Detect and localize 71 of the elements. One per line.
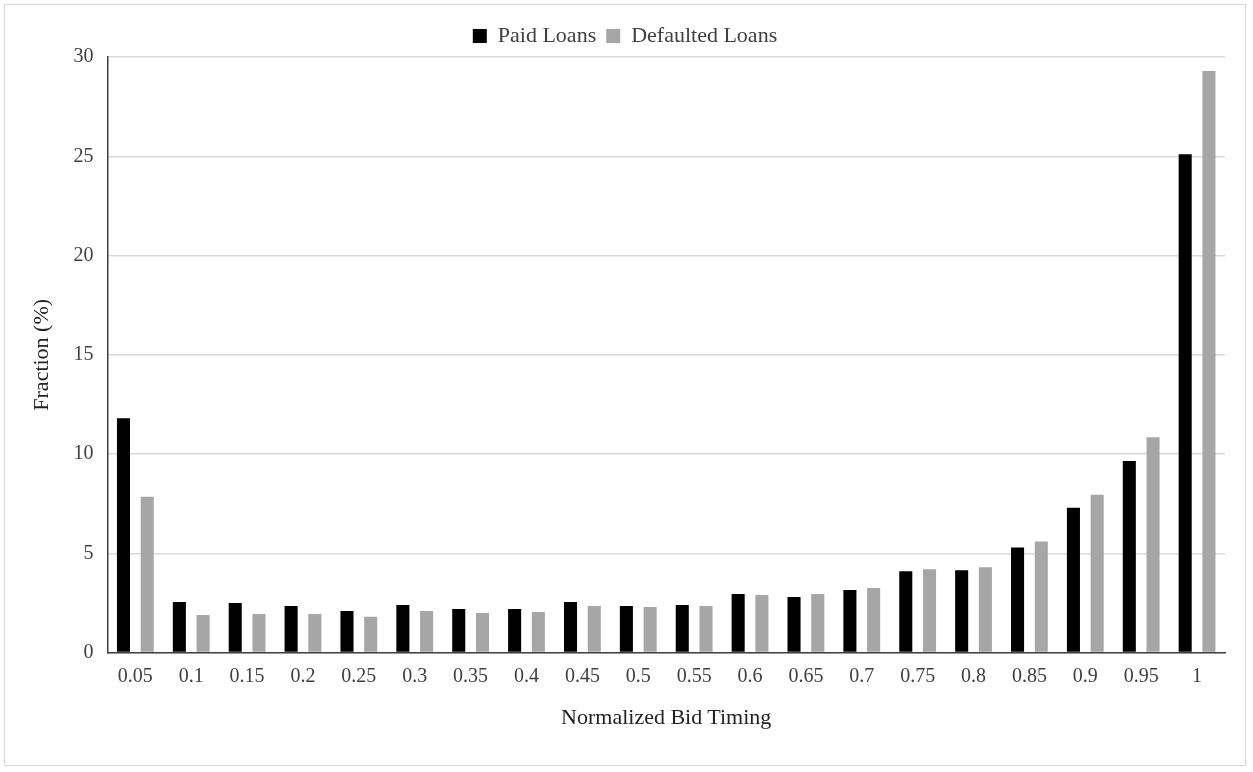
x-tick-label: 0.35 <box>453 663 489 686</box>
x-tick-label: 0.8 <box>961 663 987 686</box>
bar <box>420 610 434 652</box>
bar <box>643 606 657 652</box>
bar <box>252 613 266 652</box>
x-tick-label: 0.5 <box>625 663 651 686</box>
x-tick-label: 0.4 <box>514 663 539 686</box>
x-tick-label: 0.15 <box>229 663 265 686</box>
bar <box>1066 507 1080 652</box>
x-tick-label: 0.95 <box>1123 663 1159 686</box>
x-tick-label: 0.55 <box>676 663 712 686</box>
bar <box>1011 547 1025 652</box>
bar <box>1146 437 1160 652</box>
bar <box>116 418 130 652</box>
x-tick-label: 0.6 <box>737 663 763 686</box>
x-tick-label: 0.65 <box>788 663 824 686</box>
bar <box>196 614 210 652</box>
bar <box>978 567 992 652</box>
bar <box>140 496 154 652</box>
bar <box>1090 494 1104 652</box>
x-tick-label: 0.85 <box>1011 663 1047 686</box>
bar <box>867 588 881 652</box>
x-tick-label: 0.7 <box>849 663 875 686</box>
x-tick-label: 0.45 <box>564 663 600 686</box>
y-tick-label: 10 <box>73 441 94 464</box>
x-tick-label: 1 <box>1192 663 1203 686</box>
bar <box>699 605 713 652</box>
legend-label: Paid Loans <box>497 21 597 47</box>
y-tick-label: 0 <box>83 639 94 662</box>
bar <box>587 605 601 652</box>
bar <box>675 604 689 652</box>
x-tick-label: 0.05 <box>117 663 153 686</box>
x-tick-label: 0.9 <box>1072 663 1098 686</box>
bar <box>452 608 466 652</box>
x-tick-label: 0.25 <box>341 663 377 686</box>
bar <box>843 590 857 652</box>
x-tick-label: 0.1 <box>178 663 204 686</box>
bar <box>1122 461 1136 652</box>
bar <box>731 594 745 652</box>
bar <box>923 569 937 652</box>
bar <box>563 601 578 652</box>
y-tick-label: 30 <box>73 44 94 67</box>
y-axis-title: Fraction (%) <box>27 298 53 411</box>
y-tick-label: 25 <box>73 143 94 166</box>
bar <box>308 613 322 652</box>
bar <box>787 597 801 652</box>
y-tick-label: 15 <box>73 342 94 365</box>
bar <box>531 611 545 652</box>
bar <box>955 570 969 652</box>
y-tick-label: 20 <box>73 242 94 265</box>
bar <box>1178 154 1192 652</box>
bar <box>508 608 522 652</box>
bar <box>228 602 242 652</box>
bar <box>475 612 490 652</box>
bar <box>1202 70 1216 652</box>
x-axis-title: Normalized Bid Timing <box>561 703 772 729</box>
bar <box>619 605 633 652</box>
x-tick-label: 0.75 <box>900 663 936 686</box>
y-tick-label: 5 <box>83 540 94 563</box>
bar <box>811 594 825 652</box>
bar <box>396 604 410 652</box>
bar <box>1034 541 1048 652</box>
x-tick-label: 0.2 <box>290 663 316 686</box>
bar <box>284 605 298 652</box>
bar <box>340 610 354 652</box>
legend-label: Defaulted Loans <box>631 21 778 47</box>
bar <box>755 595 769 652</box>
bar <box>899 571 913 652</box>
bar <box>172 601 186 652</box>
x-tick-label: 0.3 <box>402 663 428 686</box>
bar <box>364 616 378 652</box>
